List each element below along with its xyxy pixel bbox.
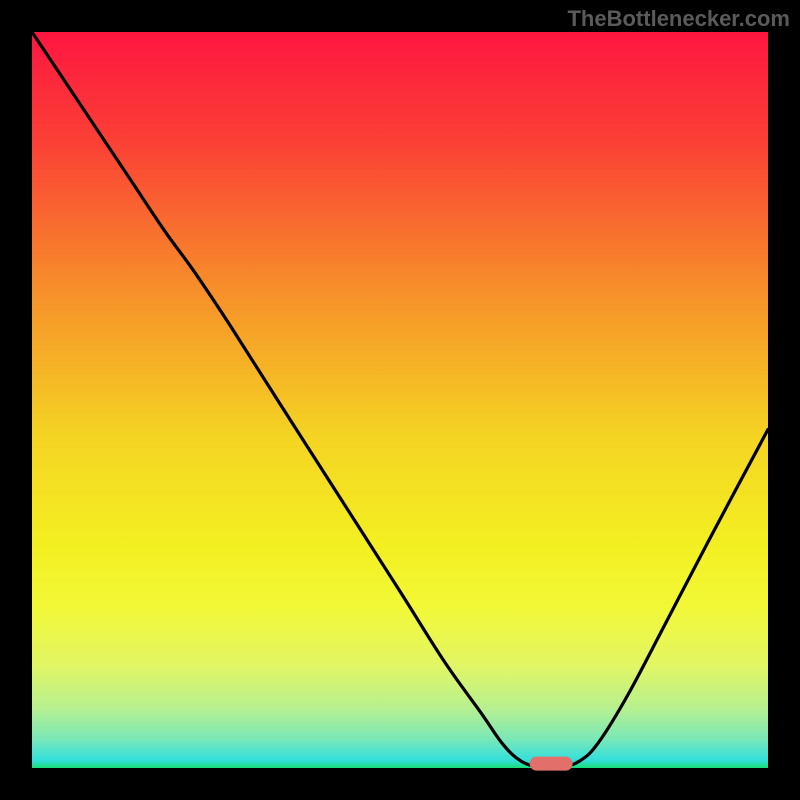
optimum-marker bbox=[530, 756, 573, 771]
plot-area bbox=[32, 32, 768, 768]
chart-root: { "watermark": { "text": "TheBottlenecke… bbox=[0, 0, 800, 800]
bottleneck-curve bbox=[32, 32, 768, 768]
watermark-text: TheBottlenecker.com bbox=[567, 6, 790, 32]
curve-path bbox=[32, 32, 768, 768]
